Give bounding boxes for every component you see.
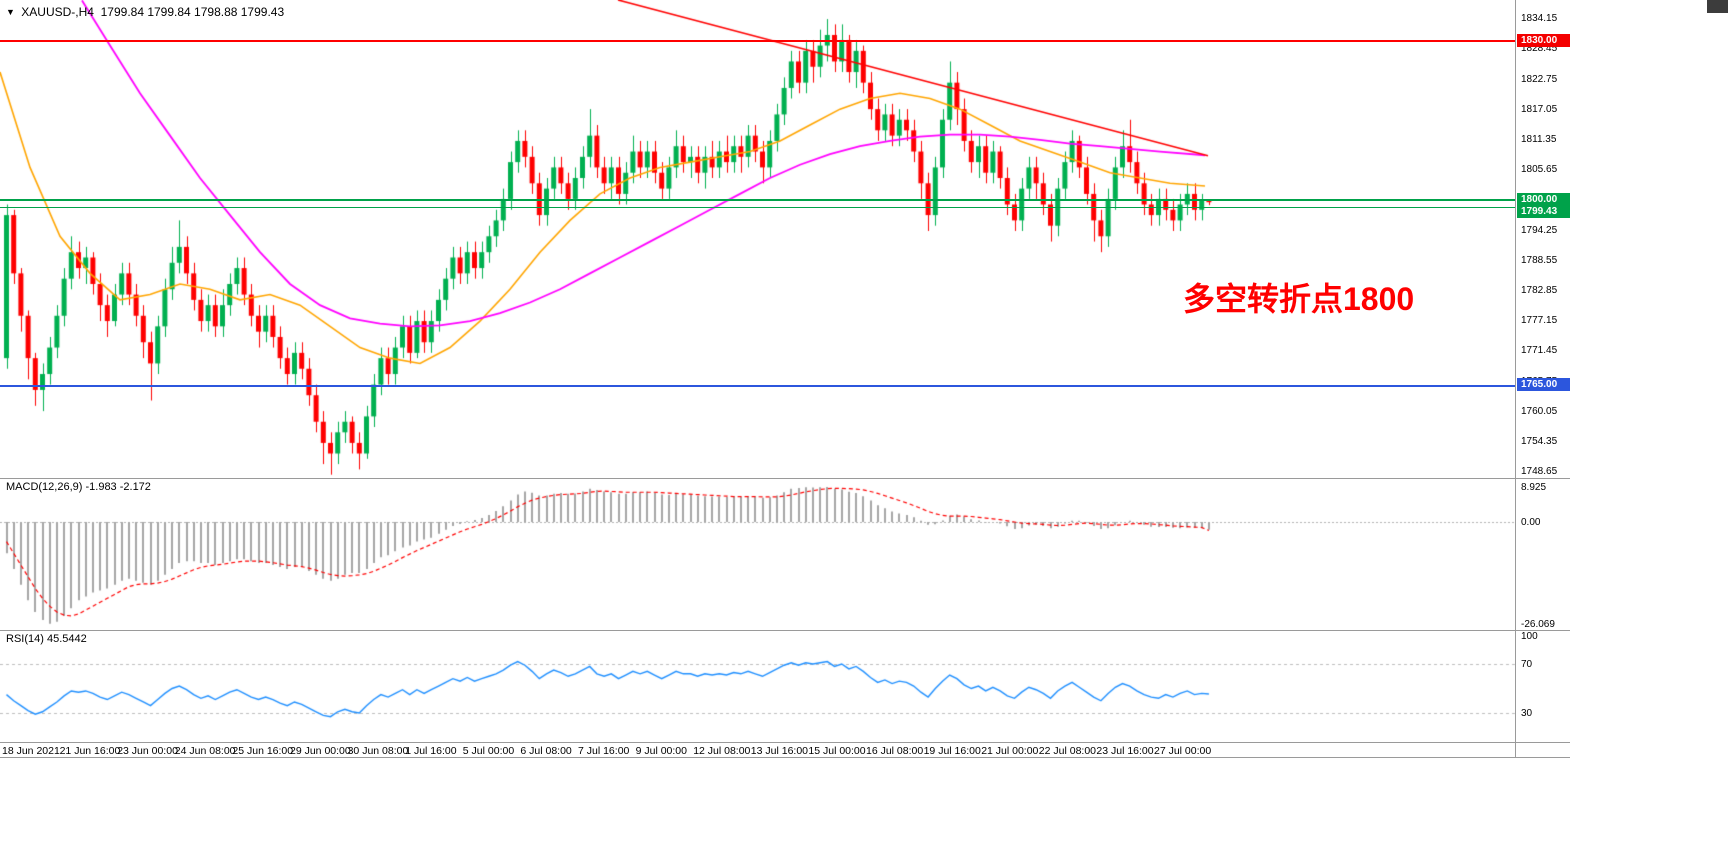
time-tick-label: 21 Jun 16:00 [59, 745, 121, 757]
time-tick-label: 29 Jun 00:00 [290, 745, 351, 757]
macd-tick-label: 0.00 [1521, 517, 1541, 528]
price-tick-label: 1811.35 [1521, 134, 1557, 146]
price-badge: 1800.00 [1517, 192, 1570, 206]
pane-separator-rsi[interactable] [0, 630, 1570, 631]
time-tick-label: 13 Jul 16:00 [750, 745, 809, 757]
macd-indicator-name: MACD(12,26,9) [6, 481, 83, 493]
price-level-line[interactable] [0, 40, 1515, 42]
time-tick-label: 21 Jul 00:00 [981, 745, 1039, 757]
time-tick-label: 18 Jun 2021 [2, 745, 60, 757]
annotation-text[interactable]: 多空转折点1800 [1183, 281, 1415, 317]
macd-pane-label: MACD(12,26,9) -1.983 -2.172 [6, 481, 151, 493]
rsi-tick-label: 70 [1521, 659, 1533, 670]
ohlc-values: 1799.84 1799.84 1798.88 1799.43 [100, 5, 285, 19]
time-tick-label: 24 Jun 08:00 [174, 745, 236, 757]
rsi-indicator-value: 45.5442 [46, 633, 87, 645]
time-tick-label: 7 Jul 16:00 [578, 745, 630, 757]
symbol-label: XAUUSD-,H4 [21, 5, 94, 19]
price-level-line[interactable] [0, 199, 1515, 201]
price-tick-label: 1828.45 [1521, 43, 1558, 55]
rsi-tick-label: 30 [1521, 708, 1533, 719]
symbol-dropdown-icon[interactable]: ▼ [6, 7, 15, 17]
time-tick-label: 9 Jul 00:00 [635, 745, 687, 757]
time-tick-label: 27 Jul 00:00 [1154, 745, 1212, 757]
price-badge: 1799.43 [1517, 204, 1570, 218]
time-tick-label: 15 Jul 00:00 [808, 745, 866, 757]
macd-indicator-values: -1.983 -2.172 [85, 481, 151, 493]
horizontal-scrollbar[interactable] [0, 758, 1728, 775]
time-tick-label: 5 Jul 00:00 [462, 745, 515, 757]
time-tick-label: 23 Jun 00:00 [117, 745, 178, 757]
price-tick-label: 1782.85 [1521, 285, 1558, 297]
time-tick-label: 22 Jul 08:00 [1038, 745, 1097, 757]
price-level-line[interactable] [0, 385, 1515, 387]
price-badge: 1830.00 [1517, 33, 1570, 47]
chart-shift-button[interactable] [1707, 0, 1728, 13]
time-tick-label: 25 Jun 16:00 [232, 745, 294, 757]
price-tick-label: 1748.65 [1521, 466, 1558, 478]
scrollbar-separator [0, 757, 1570, 758]
time-tick-label: 12 Jul 08:00 [693, 745, 751, 757]
time-tick-label: 16 Jul 08:00 [866, 745, 924, 757]
time-tick-label: 1 Jul 16:00 [405, 745, 457, 757]
time-axis-separator [0, 742, 1570, 743]
rsi-pane-label: RSI(14) 45.5442 [6, 633, 87, 645]
chart-title: ▼ XAUUSD-,H4 1799.84 1799.84 1798.88 179… [6, 5, 284, 19]
time-tick-label: 30 Jun 08:00 [347, 745, 409, 757]
price-level-line[interactable] [0, 207, 1515, 208]
pane-separator-macd[interactable] [0, 478, 1570, 479]
rsi-indicator-name: RSI(14) [6, 633, 44, 645]
price-tick-label: 1777.15 [1521, 315, 1558, 327]
rsi-tick-label: 100 [1521, 631, 1538, 642]
price-tick-label: 1760.05 [1521, 405, 1558, 417]
price-badge: 1765.00 [1517, 378, 1570, 392]
price-tick-label: 1822.75 [1521, 73, 1558, 85]
price-scale-divider [1515, 0, 1516, 757]
time-tick-label: 6 Jul 08:00 [520, 745, 572, 757]
macd-tick-label: -26.069 [1521, 619, 1555, 631]
price-tick-label: 1805.65 [1521, 164, 1558, 176]
price-tick-label: 1817.05 [1521, 103, 1558, 115]
price-tick-label: 1771.45 [1521, 345, 1558, 357]
price-tick-label: 1794.25 [1521, 224, 1558, 236]
macd-tick-label: 8.925 [1521, 482, 1547, 494]
time-tick-label: 19 Jul 16:00 [923, 745, 981, 757]
time-tick-label: 23 Jul 16:00 [1096, 745, 1154, 757]
price-tick-label: 1788.55 [1521, 254, 1558, 266]
price-tick-label: 1754.35 [1521, 436, 1558, 448]
price-tick-label: 1834.15 [1521, 13, 1558, 25]
